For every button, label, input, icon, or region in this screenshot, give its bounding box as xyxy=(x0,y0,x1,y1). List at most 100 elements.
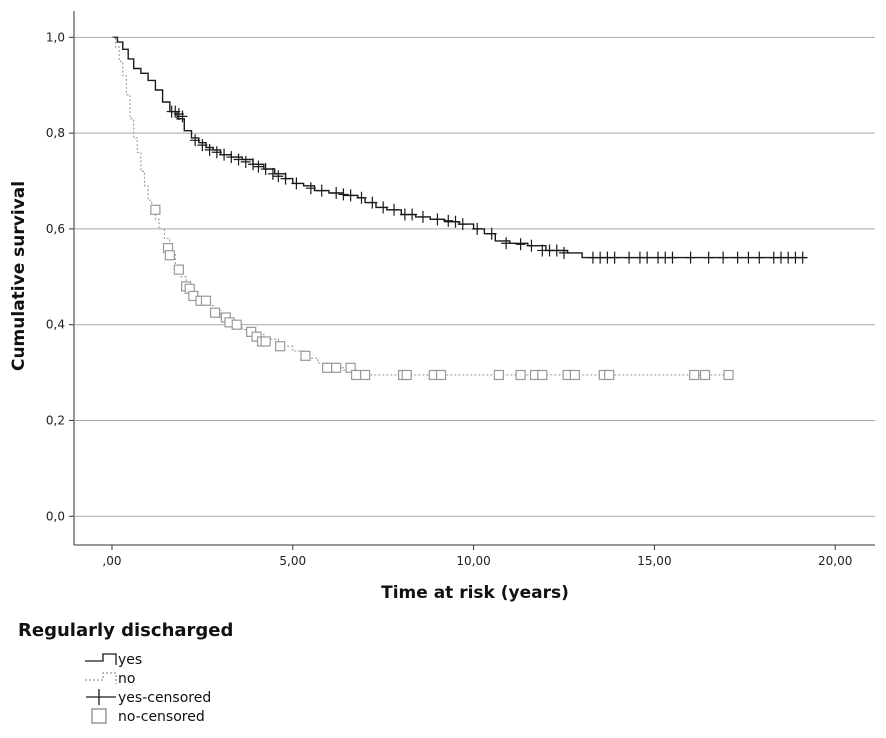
censor-mark-yes-censored-38 xyxy=(515,238,526,251)
censor-mark-no-censored-35 xyxy=(604,369,615,381)
censor-mark-yes-censored-25 xyxy=(367,196,378,209)
censor-mark-yes-censored-13 xyxy=(253,160,264,173)
censor-mark-yes-censored-23 xyxy=(345,189,356,202)
censor-mark-no-censored-3 xyxy=(173,264,184,275)
y-axis-title: Cumulative survival xyxy=(9,181,29,371)
censor-mark-yes-censored-31 xyxy=(432,213,443,226)
legend-item-yes-censored: yes-censored xyxy=(86,689,211,706)
censor-mark-no-censored-8 xyxy=(200,295,212,306)
censor-mark-yes-censored-10 xyxy=(233,153,244,166)
censor-mark-yes-censored-16 xyxy=(273,170,284,183)
censor-markers xyxy=(150,105,808,381)
censor-mark-no-censored-22 xyxy=(350,369,362,381)
legend-label-no: no xyxy=(118,671,135,687)
censor-mark-yes-censored-20 xyxy=(316,184,327,197)
x-tick-label-2: 10,00 xyxy=(456,554,490,568)
censor-mark-yes-censored-39 xyxy=(526,239,537,252)
censor-mark-yes-censored-47 xyxy=(609,251,620,264)
legend-title: Regularly discharged xyxy=(18,620,233,641)
censor-mark-yes-censored-37 xyxy=(501,237,512,250)
censor-mark-yes-censored-8 xyxy=(219,148,230,161)
censor-mark-yes-censored-14 xyxy=(260,163,271,176)
censor-mark-yes-censored-26 xyxy=(378,201,389,214)
censor-mark-yes-censored-59 xyxy=(754,251,765,264)
censor-mark-no-censored-12 xyxy=(231,319,242,330)
censor-mark-yes-censored-4 xyxy=(190,134,201,147)
legend-label-yes: yes xyxy=(118,652,142,668)
censor-mark-yes-censored-5 xyxy=(197,139,208,152)
plot-frame xyxy=(73,11,875,546)
gridlines xyxy=(74,36,875,517)
censor-mark-yes-censored-33 xyxy=(450,215,461,228)
censor-mark-yes-censored-43 xyxy=(559,246,570,259)
legend-item-no-censored: no-censored xyxy=(91,708,205,725)
legend-label-yes-censored: yes-censored xyxy=(118,690,211,706)
censor-mark-yes-censored-3 xyxy=(177,110,188,123)
x-tick-label-1: 5,00 xyxy=(279,554,306,568)
censor-mark-yes-censored-58 xyxy=(743,251,754,264)
censor-mark-yes-censored-9 xyxy=(226,151,237,164)
censor-mark-yes-censored-30 xyxy=(417,210,428,223)
censor-mark-yes-censored-6 xyxy=(204,143,215,156)
censor-mark-yes-censored-48 xyxy=(624,251,635,264)
censor-mark-yes-censored-64 xyxy=(797,251,808,264)
censor-mark-yes-censored-35 xyxy=(472,222,483,235)
legend-label-no-censored: no-censored xyxy=(118,709,205,725)
censor-mark-no-censored-29 xyxy=(515,369,526,381)
censor-mark-no-censored-20 xyxy=(331,362,342,373)
legend: Regularly discharged yes no yes-censored… xyxy=(18,620,233,725)
censor-mark-no-censored-19 xyxy=(322,362,333,373)
x-axis-title: Time at risk (years) xyxy=(381,583,569,603)
censor-mark-yes-censored-36 xyxy=(486,227,497,240)
legend-swatch-no xyxy=(85,672,117,684)
censor-mark-yes-censored-53 xyxy=(667,251,678,264)
censor-mark-yes-censored-27 xyxy=(389,203,400,216)
y-tick-label-0: 0,0 xyxy=(46,509,65,523)
legend-square-icon xyxy=(91,708,107,724)
censor-mark-no-censored-36 xyxy=(689,369,700,381)
censor-mark-no-censored-18 xyxy=(300,350,311,361)
legend-plus-icon xyxy=(86,689,116,705)
y-tick-label-1: 0,2 xyxy=(46,413,65,427)
series-line-no xyxy=(112,36,731,376)
censor-mark-no-censored-27 xyxy=(435,369,447,381)
censor-mark-no-censored-21 xyxy=(345,362,356,373)
censor-mark-no-censored-0 xyxy=(150,204,161,215)
censor-mark-no-censored-16 xyxy=(260,336,271,347)
legend-item-yes: yes xyxy=(85,652,142,668)
censor-mark-yes-censored-34 xyxy=(457,218,468,231)
censor-mark-no-censored-17 xyxy=(275,341,286,352)
x-tick-label-3: 15,00 xyxy=(637,554,671,568)
tick-labels: 0,0 0,2 0,4 0,6 0,8 1,0 ,00 5,00 10,00 15,00 20,00 xyxy=(46,30,852,568)
x-tick-label-4: 20,00 xyxy=(818,554,852,568)
legend-item-no: no xyxy=(85,671,135,687)
censor-mark-yes-censored-50 xyxy=(642,251,653,264)
censor-mark-yes-censored-42 xyxy=(551,244,562,257)
censor-mark-no-censored-38 xyxy=(723,369,734,381)
censor-mark-yes-censored-24 xyxy=(356,191,367,204)
censor-mark-yes-censored-7 xyxy=(211,146,222,159)
censor-mark-yes-censored-15 xyxy=(267,167,278,180)
censor-mark-yes-censored-54 xyxy=(685,251,696,264)
censor-mark-yes-censored-56 xyxy=(718,251,729,264)
censor-mark-yes-censored-19 xyxy=(305,182,316,195)
y-tick-label-2: 0,4 xyxy=(46,318,65,332)
y-tick-label-4: 0,8 xyxy=(46,126,65,140)
censor-mark-yes-censored-22 xyxy=(338,188,349,201)
censor-mark-yes-censored-18 xyxy=(291,177,302,190)
censor-mark-no-censored-2 xyxy=(164,250,175,261)
censor-mark-yes-censored-55 xyxy=(703,251,714,264)
censor-mark-yes-censored-12 xyxy=(248,158,259,171)
legend-swatch-yes xyxy=(85,653,117,665)
y-tick-label-3: 0,6 xyxy=(46,222,65,236)
y-tick-label-5: 1,0 xyxy=(46,30,65,44)
censor-mark-no-censored-33 xyxy=(569,369,580,381)
censor-mark-no-censored-28 xyxy=(493,369,505,381)
censor-mark-yes-censored-29 xyxy=(407,208,418,221)
censor-mark-yes-censored-57 xyxy=(732,251,743,264)
censor-mark-no-censored-25 xyxy=(401,369,412,381)
censor-mark-yes-censored-17 xyxy=(280,172,291,185)
censor-mark-no-censored-9 xyxy=(209,307,221,318)
censor-mark-no-censored-31 xyxy=(537,369,548,381)
